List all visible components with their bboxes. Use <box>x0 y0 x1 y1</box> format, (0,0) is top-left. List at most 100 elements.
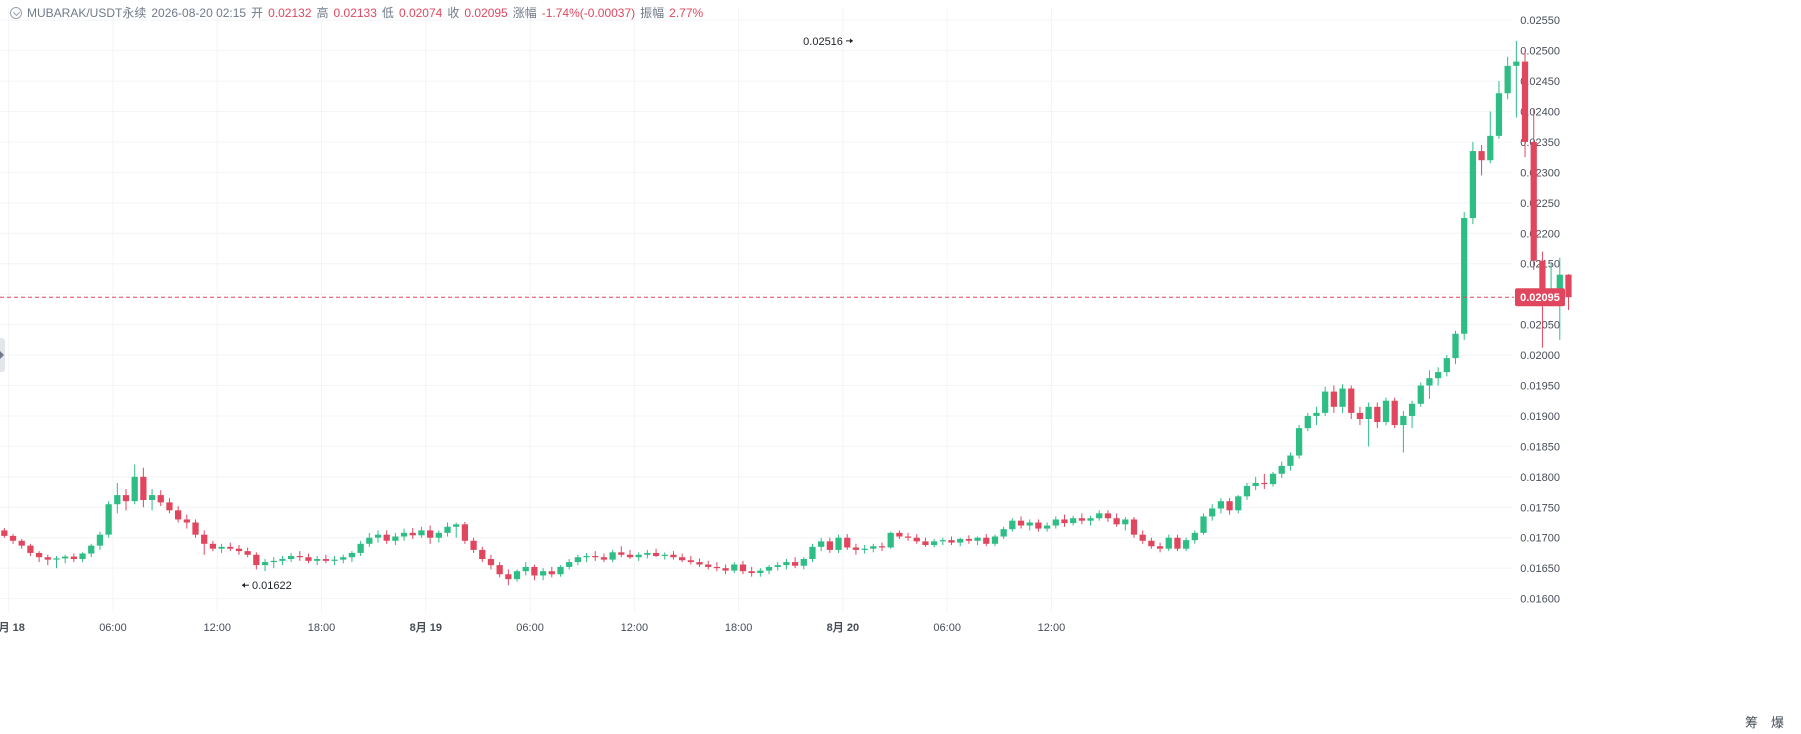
candle-body <box>148 495 156 500</box>
price-label-bg <box>1515 288 1565 307</box>
candle <box>1104 510 1112 522</box>
candle <box>922 537 929 547</box>
candle-body <box>1495 93 1503 136</box>
candle-body <box>131 476 138 502</box>
candle <box>1269 471 1277 487</box>
x-tick-label: 8月 18 <box>0 621 25 634</box>
candle-body <box>904 536 912 538</box>
candle <box>1417 382 1424 407</box>
candle <box>739 560 747 575</box>
change-label: 涨幅 <box>512 6 537 20</box>
candle <box>957 537 964 547</box>
candle-body <box>27 545 34 553</box>
candle-body <box>531 566 538 576</box>
candle <box>670 551 677 560</box>
candle <box>374 530 382 543</box>
candle <box>1374 402 1381 429</box>
candle-body <box>96 534 104 546</box>
candle <box>1304 412 1311 432</box>
candle-body <box>1061 519 1068 524</box>
candle-body <box>235 548 243 552</box>
candle-body <box>844 537 851 548</box>
candle <box>105 501 112 538</box>
candle-body <box>79 553 86 560</box>
candle <box>383 530 390 544</box>
high-label: 高 <box>316 6 329 20</box>
candle-body <box>1261 482 1268 485</box>
candle-body <box>88 545 95 554</box>
y-tick-label: 0.02450 <box>1520 76 1560 88</box>
candle <box>1139 530 1146 544</box>
candle <box>340 554 347 564</box>
candle-body <box>783 562 790 566</box>
candle-body <box>1087 518 1094 521</box>
candle <box>539 568 547 581</box>
candle <box>1521 50 1529 158</box>
candle <box>800 557 807 570</box>
candle-body <box>253 554 260 566</box>
candle-body <box>835 537 842 550</box>
candle-body <box>1113 518 1120 525</box>
candle-body <box>939 540 946 542</box>
y-tick-label: 0.01600 <box>1520 594 1560 606</box>
candle-body <box>557 566 564 575</box>
candle <box>1391 397 1398 429</box>
candle <box>444 522 451 537</box>
candle <box>783 559 790 570</box>
candle <box>765 565 773 575</box>
collapse-handle[interactable] <box>0 338 5 372</box>
candle-body <box>1330 391 1337 407</box>
candle-body <box>870 546 877 549</box>
candle-body <box>548 571 555 575</box>
candle-body <box>140 476 147 500</box>
candle <box>618 546 625 558</box>
candle <box>1461 211 1468 340</box>
candle <box>1061 514 1068 527</box>
candle-body <box>1165 537 1172 549</box>
candle-body <box>192 522 199 535</box>
candle-body <box>183 519 190 523</box>
candle-body <box>896 532 903 537</box>
current-price-label: 0.02095 <box>1520 292 1560 304</box>
candle <box>1148 537 1155 549</box>
candle-body <box>1400 415 1407 426</box>
current-price-line: 0.02095 <box>0 288 1565 307</box>
candle-body <box>261 562 269 566</box>
candle-body <box>1009 520 1016 530</box>
candle <box>1026 519 1033 531</box>
chevron-down-icon[interactable] <box>10 6 22 19</box>
x-tick-label: 06:00 <box>99 622 127 634</box>
candle-body <box>670 554 677 558</box>
candle <box>114 482 121 514</box>
candle-body <box>1417 385 1424 404</box>
candle-body <box>739 564 747 572</box>
candle <box>418 526 425 538</box>
candle-body <box>201 534 208 544</box>
candle <box>809 543 816 563</box>
candle <box>348 551 356 563</box>
candle <box>1252 476 1259 491</box>
candle-body <box>1269 473 1277 485</box>
candle <box>1278 461 1285 479</box>
candle <box>505 569 512 586</box>
chips-button[interactable]: 筹 <box>1745 715 1759 730</box>
y-tick-label: 0.01750 <box>1520 502 1560 514</box>
candle-body <box>687 560 694 563</box>
candle-body <box>44 557 51 560</box>
candle <box>574 554 581 566</box>
grid <box>0 8 1512 612</box>
candle <box>644 549 651 559</box>
candle-body <box>922 541 929 546</box>
candle-body <box>470 540 477 550</box>
candle <box>18 538 25 549</box>
candle <box>461 521 469 544</box>
y-tick-label: 0.02500 <box>1520 46 1560 58</box>
candle-body <box>1174 537 1181 549</box>
candle <box>731 562 738 574</box>
candle-body <box>314 559 321 561</box>
candle <box>79 552 86 563</box>
extreme-annotation: 0.01622 <box>241 580 292 592</box>
x-tick-label: 06:00 <box>516 622 544 634</box>
liquidation-button[interactable]: 爆 <box>1771 715 1785 730</box>
